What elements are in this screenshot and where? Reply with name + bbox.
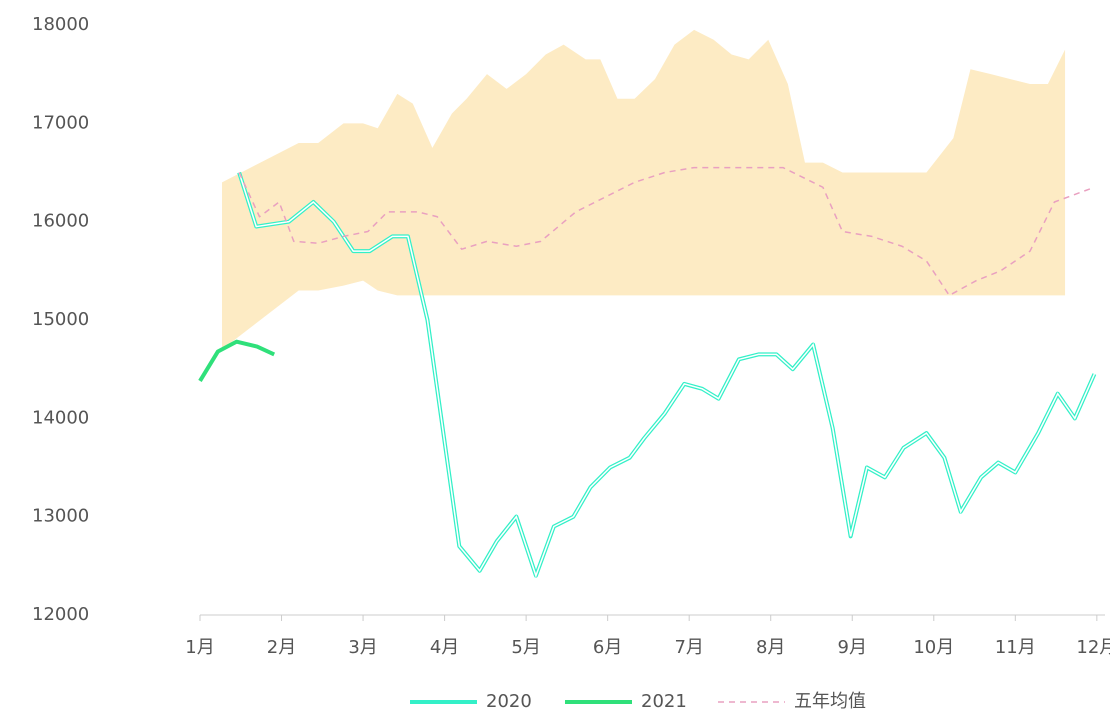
x-tick-label: 6月 bbox=[593, 637, 622, 658]
y-tick-label: 18000 bbox=[32, 14, 89, 35]
y-tick-label: 17000 bbox=[32, 112, 89, 133]
y-tick-label: 16000 bbox=[32, 211, 89, 232]
series-line bbox=[198, 339, 276, 383]
x-tick-label: 10月 bbox=[913, 637, 954, 658]
legend-label: 2020 bbox=[486, 691, 532, 712]
x-tick-label: 4月 bbox=[430, 637, 459, 658]
y-tick-label: 14000 bbox=[32, 407, 89, 428]
x-tick-label: 7月 bbox=[674, 637, 703, 658]
y-tick-label: 13000 bbox=[32, 506, 89, 527]
y-tick-label: 15000 bbox=[32, 309, 89, 330]
x-tick-label: 11月 bbox=[995, 637, 1036, 658]
series-line bbox=[238, 166, 1095, 297]
legend-label: 五年均值 bbox=[794, 691, 866, 712]
x-tick-label: 8月 bbox=[756, 637, 785, 658]
x-tick-label: 12月 bbox=[1076, 637, 1110, 658]
x-tick-label: 3月 bbox=[348, 637, 377, 658]
x-tick-label: 5月 bbox=[511, 637, 540, 658]
x-tick-label: 9月 bbox=[838, 637, 867, 658]
range-band bbox=[222, 29, 1066, 350]
y-tick-label: 12000 bbox=[32, 604, 89, 625]
series-line-core bbox=[238, 172, 1096, 578]
legend-label: 2021 bbox=[641, 691, 687, 712]
x-tick-label: 2月 bbox=[267, 637, 296, 658]
x-tick-label: 1月 bbox=[185, 637, 214, 658]
